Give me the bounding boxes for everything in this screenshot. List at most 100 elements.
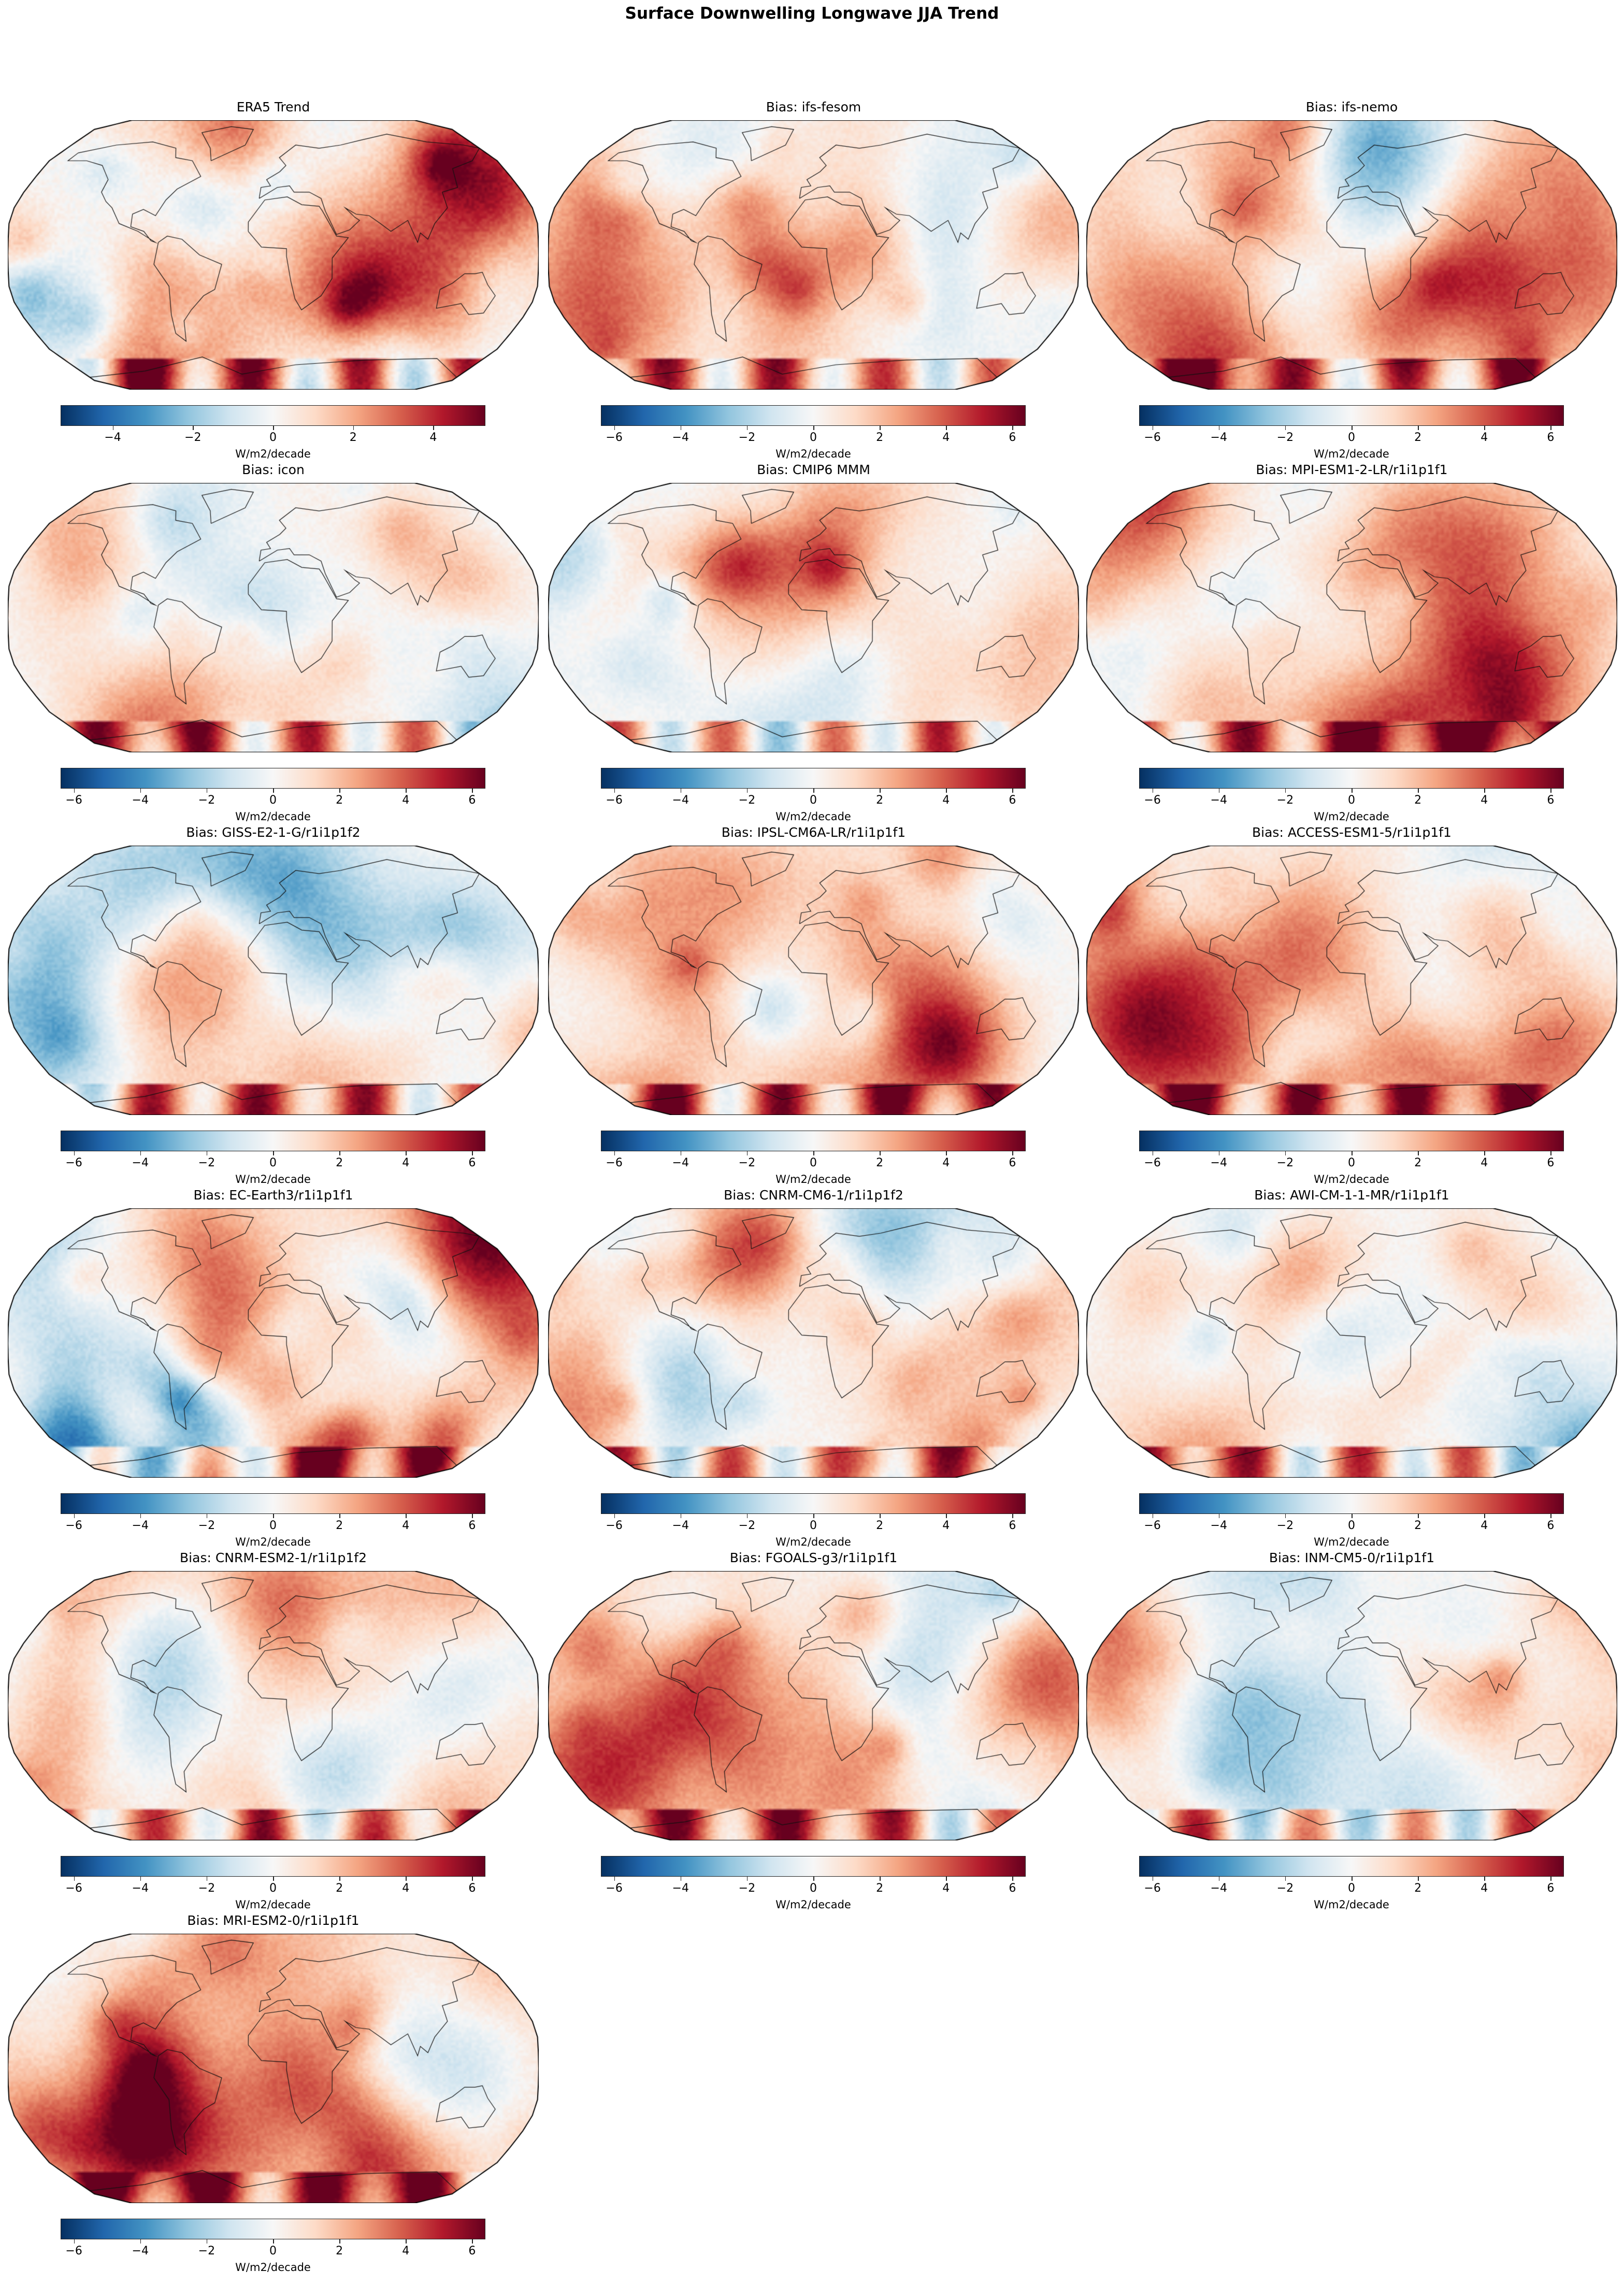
colorbar-tick-label: −2 [184, 431, 202, 444]
colorbar-tick [1012, 789, 1013, 793]
colorbar-label: W/m2/decade [1314, 1536, 1389, 1548]
colorbar-tick [433, 426, 434, 430]
map-panel: Bias: ifs-fesom −6 −4 −2 0 2 4 6 W/m2/decade [548, 99, 1079, 473]
colorbar-tick [813, 1151, 814, 1155]
colorbar-tick-label: 0 [1348, 431, 1355, 444]
colorbar-tick-label: 2 [336, 1519, 343, 1532]
trend-map [548, 846, 1079, 1115]
map-panel: Bias: CNRM-CM6-1/r1i1p1f2 −6 −4 −2 0 2 4 6 W/m2/… [548, 1188, 1079, 1561]
map-panel: Bias: CNRM-ESM2-1/r1i1p1f2 −6 −4 −2 0 2 4 6 W/m2… [8, 1550, 539, 1923]
colorbar-tick-label: −4 [1210, 1519, 1227, 1532]
colorbar-tick [193, 426, 194, 430]
colorbar-label: W/m2/decade [1314, 1898, 1389, 1911]
colorbar-label: W/m2/decade [775, 1898, 851, 1911]
colorbar-tick [273, 1151, 274, 1155]
colorbar-tick-label: 0 [810, 1882, 817, 1895]
colorbar-tick [1218, 789, 1220, 793]
colorbar-tick [472, 789, 473, 793]
colorbar-tick [813, 789, 814, 793]
colorbar-tick [746, 1877, 748, 1881]
colorbar-tick-label: −2 [1276, 1156, 1294, 1169]
map-panel: Bias: INM-CM5-0/r1i1p1f1 −6 −4 −2 0 2 4 6 W/m2/d… [1086, 1550, 1617, 1923]
colorbar-tick-label: −2 [738, 794, 756, 807]
colorbar-tick [746, 1514, 748, 1518]
colorbar-tick-label: −2 [1276, 431, 1294, 444]
colorbar-tick-label: −6 [1144, 1519, 1161, 1532]
colorbar-tick [1218, 1877, 1220, 1881]
colorbar-tick [406, 1151, 407, 1155]
trend-map [8, 1571, 539, 1840]
panel-title: Bias: ifs-nemo [1305, 99, 1398, 115]
colorbar-tick [1152, 426, 1154, 430]
colorbar-tick-label: −6 [1144, 794, 1161, 807]
colorbar-tick-label: 6 [468, 1156, 476, 1169]
trend-map [1086, 483, 1617, 752]
colorbar-tick-label: 0 [1348, 1882, 1355, 1895]
colorbar-tick [1152, 789, 1154, 793]
colorbar-tick-label: 2 [336, 1882, 343, 1895]
colorbar-tick-label: 6 [1009, 794, 1016, 807]
colorbar-tick [273, 2239, 274, 2244]
colorbar-tick [1218, 426, 1220, 430]
colorbar-tick-label: 6 [468, 1882, 476, 1895]
colorbar-tick-label: 0 [1348, 1156, 1355, 1169]
colorbar-tick [74, 789, 75, 793]
colorbar-tick-label: 6 [1547, 431, 1555, 444]
map-panel: Bias: EC-Earth3/r1i1p1f1 −6 −4 −2 0 2 4 6 W/m2/d… [8, 1188, 539, 1561]
colorbar-tick-label: −6 [606, 1519, 623, 1532]
colorbar-tick-label: 2 [336, 1156, 343, 1169]
colorbar-label: W/m2/decade [775, 448, 851, 460]
map-panel: ERA5 Trend −4 −2 0 2 4 W/m2/decade [8, 99, 539, 473]
colorbar-tick [614, 1151, 615, 1155]
colorbar-tick [880, 1877, 881, 1881]
colorbar-tick [1418, 1151, 1419, 1155]
panel-title: Bias: INM-CM5-0/r1i1p1f1 [1269, 1550, 1435, 1565]
colorbar-tick [74, 1877, 75, 1881]
colorbar [601, 1131, 1026, 1151]
colorbar-label: W/m2/decade [1314, 810, 1389, 823]
colorbar-tick [1012, 426, 1013, 430]
colorbar-tick [614, 426, 615, 430]
colorbar-tick [1418, 1877, 1419, 1881]
colorbar-tick [614, 1877, 615, 1881]
colorbar-tick [273, 789, 274, 793]
trend-map [8, 120, 539, 390]
colorbar-tick-label: 0 [1348, 794, 1355, 807]
colorbar-label: W/m2/decade [235, 2261, 311, 2274]
colorbar-label: W/m2/decade [775, 1173, 851, 1185]
colorbar-tick-label: 0 [269, 431, 277, 444]
colorbar-tick [1352, 1151, 1353, 1155]
map-panel: Bias: GISS-E2-1-G/r1i1p1f2 −6 −4 −2 0 2 4 6 W/m2… [8, 825, 539, 1198]
colorbar-tick [1418, 789, 1419, 793]
colorbar-tick [813, 1514, 814, 1518]
colorbar-tick [813, 1877, 814, 1881]
colorbar-tick-label: 2 [876, 431, 884, 444]
colorbar-tick [206, 1877, 208, 1881]
colorbar-label: W/m2/decade [775, 1536, 851, 1548]
map-panel: Bias: IPSL-CM6A-LR/r1i1p1f1 −6 −4 −2 0 2 4 6 W/m… [548, 825, 1079, 1198]
colorbar-tick [206, 1514, 208, 1518]
colorbar-tick [206, 789, 208, 793]
panel-title: Bias: ACCESS-ESM1-5/r1i1p1f1 [1252, 825, 1451, 840]
colorbar-tick-label: 4 [402, 2245, 410, 2258]
trend-map [8, 1934, 539, 2203]
colorbar-tick-label: 6 [1547, 1156, 1555, 1169]
colorbar-tick-label: 2 [876, 1156, 884, 1169]
colorbar-tick [880, 1514, 881, 1518]
colorbar-tick [1152, 1151, 1154, 1155]
colorbar-tick-label: 2 [1414, 1156, 1422, 1169]
colorbar-tick-label: 4 [942, 431, 950, 444]
colorbar-tick [946, 789, 947, 793]
colorbar-tick [1484, 1514, 1485, 1518]
trend-map [1086, 1208, 1617, 1478]
colorbar-tick [1012, 1877, 1013, 1881]
colorbar-tick [339, 1151, 340, 1155]
map-panel: Bias: ifs-nemo −6 −4 −2 0 2 4 6 W/m2/decade [1086, 99, 1617, 473]
colorbar-tick-label: −6 [606, 1156, 623, 1169]
colorbar-tick [140, 1151, 141, 1155]
colorbar-tick [1418, 1514, 1419, 1518]
colorbar-tick-label: 4 [1481, 1156, 1488, 1169]
colorbar-label: W/m2/decade [235, 810, 311, 823]
colorbar-tick [1550, 1514, 1551, 1518]
colorbar-tick [946, 1514, 947, 1518]
